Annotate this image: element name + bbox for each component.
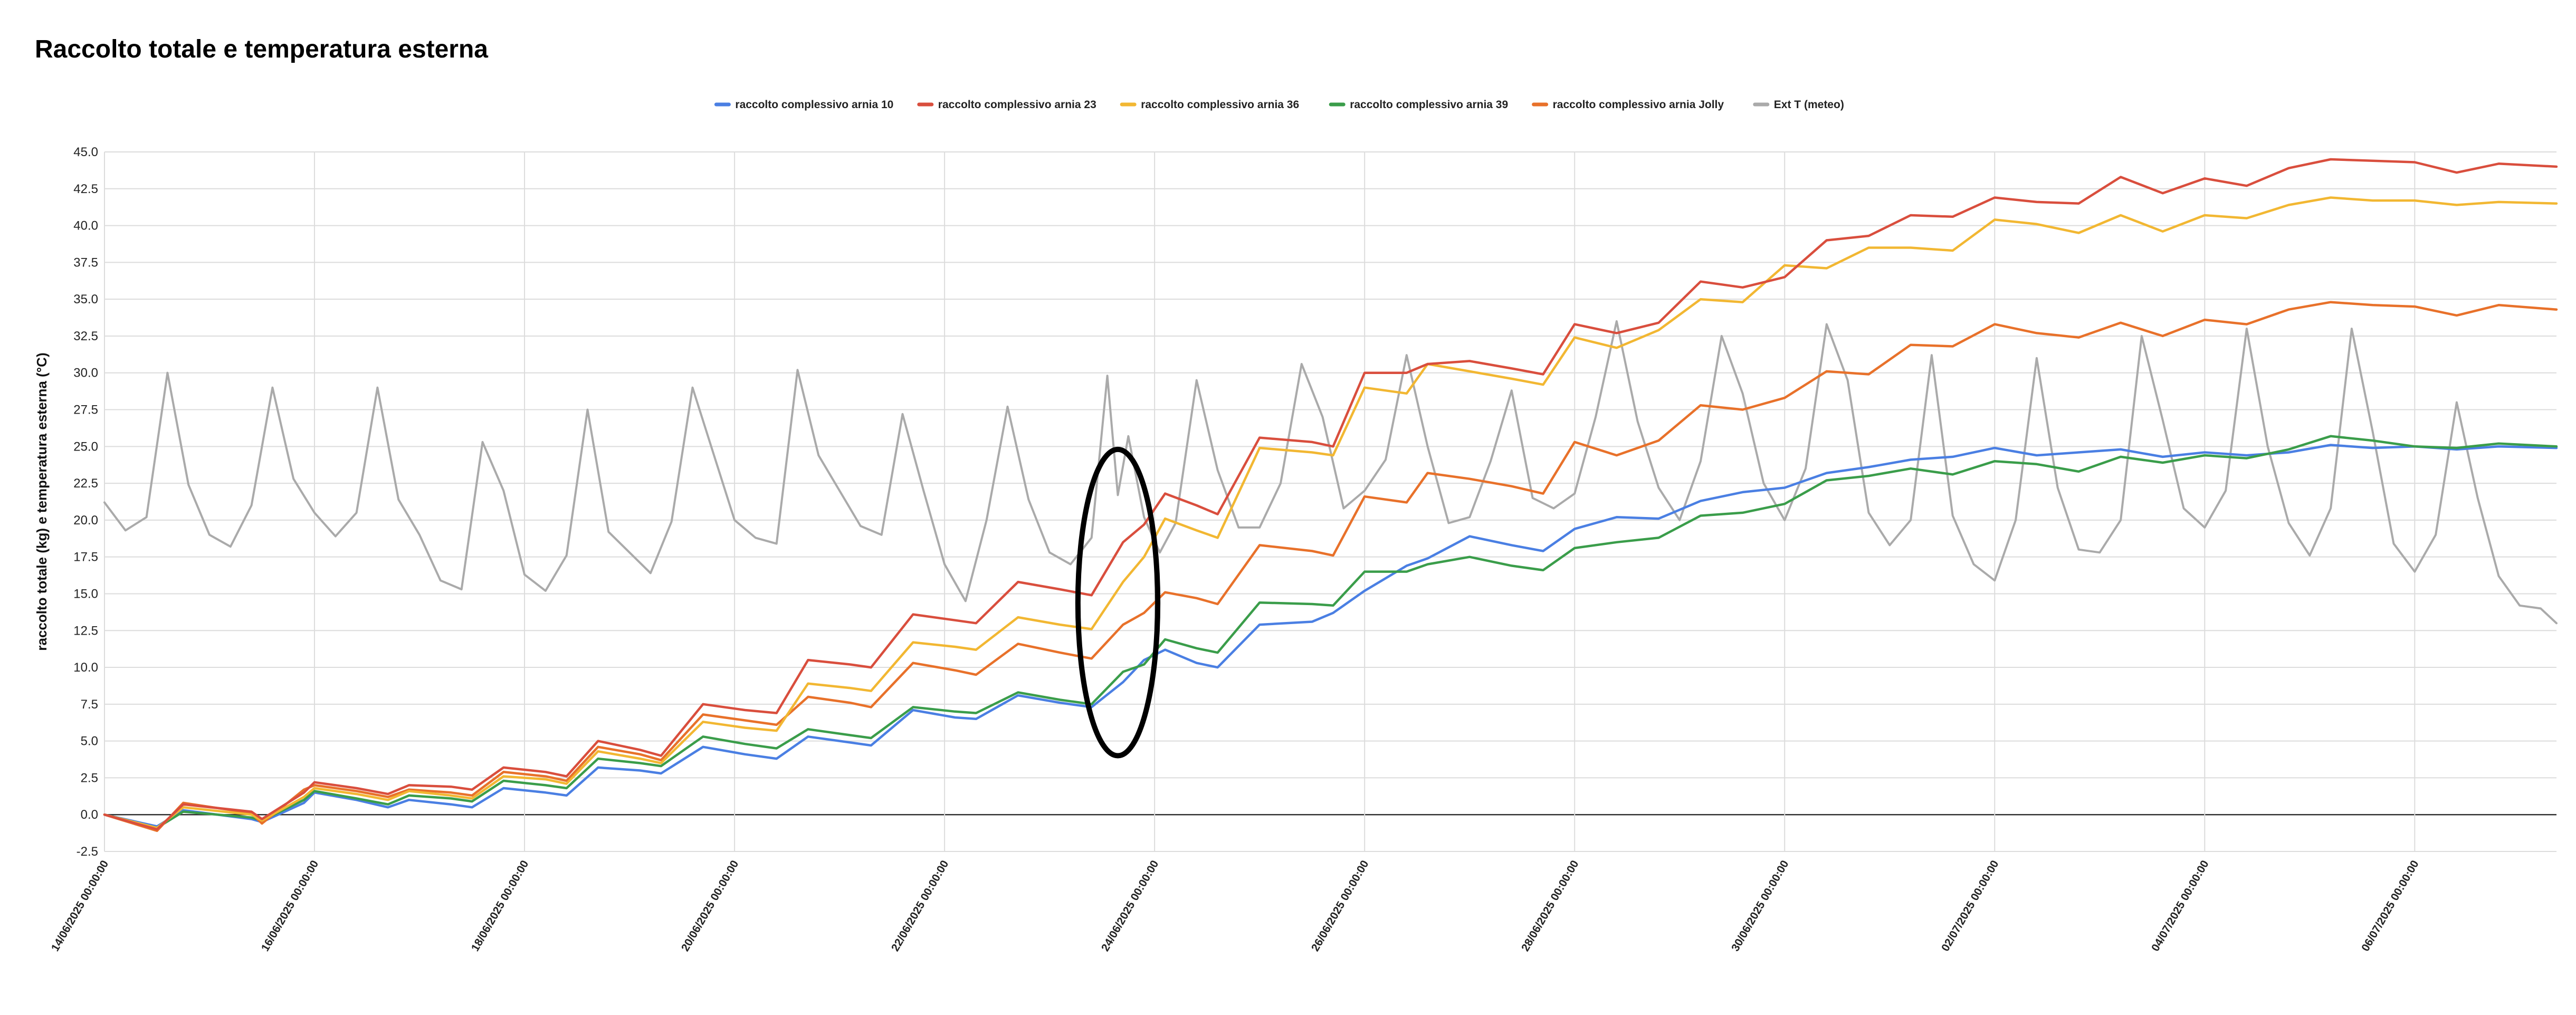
x-tick-label: 18/06/2025 00:00:00	[469, 858, 531, 953]
x-tick-label: 24/06/2025 00:00:00	[1099, 858, 1161, 953]
series-layer	[103, 158, 2558, 832]
y-tick-label: 42.5	[73, 182, 98, 196]
axis-layer: 45.0 42.5 40.0 37.5 35.0 32.5 30.0 27.5 25.0 22.5…	[34, 145, 2421, 953]
series-line-2	[103, 196, 2558, 829]
x-tick-label: 20/06/2025 00:00:00	[679, 858, 741, 953]
y-tick-label: -2.5	[77, 845, 98, 859]
series-line-3	[103, 435, 2558, 829]
series-line-0	[103, 444, 2558, 828]
series-line-4	[103, 301, 2558, 832]
x-tick-label: 14/06/2025 00:00:00	[49, 858, 111, 953]
y-tick-label: 40.0	[73, 219, 98, 233]
legend-label: raccolto complessivo arnia 10	[735, 99, 893, 111]
y-tick-label: 12.5	[73, 624, 98, 638]
y-tick-label: 32.5	[73, 329, 98, 343]
x-tick-label: 02/07/2025 00:00:00	[1939, 858, 2001, 953]
y-axis-title: raccolto totale (kg) e temperatura ester…	[34, 352, 50, 650]
legend: raccolto complessivo arnia 10 raccolto co…	[714, 99, 1844, 111]
x-tick-label: 30/06/2025 00:00:00	[1729, 858, 1791, 953]
x-tick-label: 28/06/2025 00:00:00	[1519, 858, 1581, 953]
series-line-5	[103, 320, 2558, 625]
annotation-layer	[1075, 446, 1161, 759]
y-tick-label: 2.5	[81, 771, 98, 785]
legend-label: raccolto complessivo arnia Jolly	[1553, 99, 1724, 111]
x-tick-label: 22/06/2025 00:00:00	[889, 858, 951, 953]
y-tick-label: 22.5	[73, 476, 98, 491]
y-tick-label: 0.0	[81, 808, 98, 822]
x-tick-label: 04/07/2025 00:00:00	[2149, 858, 2211, 953]
legend-label: raccolto complessivo arnia 39	[1350, 99, 1508, 111]
x-tick-label: 16/06/2025 00:00:00	[259, 858, 321, 953]
y-tick-label: 25.0	[73, 439, 98, 454]
x-tick-label: 26/06/2025 00:00:00	[1309, 858, 1371, 953]
y-tick-label: 27.5	[73, 403, 98, 417]
y-tick-label: 17.5	[73, 550, 98, 564]
chart-title: Raccolto totale e temperatura esterna	[35, 35, 488, 63]
legend-label: raccolto complessivo arnia 36	[1141, 99, 1299, 111]
y-tick-label: 30.0	[73, 366, 98, 380]
y-tick-label: 45.0	[73, 145, 98, 159]
x-tick-label: 06/07/2025 00:00:00	[2359, 858, 2421, 953]
highlight-ellipse	[1075, 446, 1161, 759]
y-tick-label: 10.0	[73, 660, 98, 675]
y-tick-label: 35.0	[73, 292, 98, 307]
series-line-1	[103, 158, 2558, 831]
y-tick-label: 5.0	[81, 734, 98, 749]
grid-layer	[104, 151, 2556, 852]
y-tick-label: 37.5	[73, 255, 98, 270]
legend-label: Ext T (meteo)	[1774, 99, 1844, 111]
y-tick-label: 15.0	[73, 587, 98, 601]
y-tick-label: 20.0	[73, 513, 98, 528]
y-tick-label: 7.5	[81, 697, 98, 712]
legend-label: raccolto complessivo arnia 23	[938, 99, 1096, 111]
